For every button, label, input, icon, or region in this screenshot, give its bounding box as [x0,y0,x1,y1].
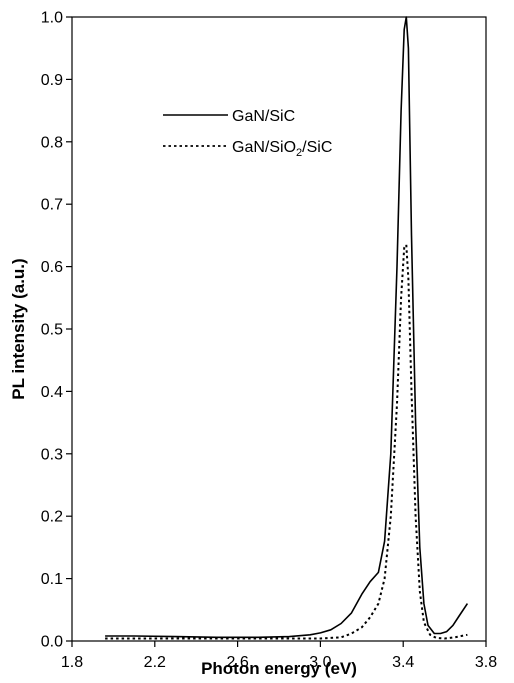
x-axis: 1.8 2.2 2.6 3.0 3.4 3.8 [61,641,497,671]
x-tick-label: 3.4 [392,654,414,671]
y-tick-label: 0.8 [41,134,63,151]
y-tick-label: 0.9 [41,72,63,89]
y-tick-label: 0.0 [41,634,63,651]
x-tick-label: 2.2 [144,654,166,671]
y-tick-label: 1.0 [41,10,63,27]
y-tick-label: 0.5 [41,322,63,339]
series-layer [105,16,469,640]
y-tick-label: 0.4 [41,384,63,401]
x-axis-title: Photon energy (eV) [201,659,357,678]
legend-label-part-prefix: GaN/SiO [232,139,296,156]
y-tick-label: 0.3 [41,446,63,463]
legend-label-part-subscript: 2 [296,147,302,159]
y-tick-label: 0.1 [41,571,63,588]
legend-label-gan-sic: GaN/SiC [232,108,295,125]
legend-label-part-suffix: /SiC [302,139,332,156]
y-axis: 0.0 0.1 0.2 0.3 0.4 0.5 0.6 0.7 0.8 0.9 1.0 [41,10,72,651]
y-tick-label: 0.6 [41,259,63,276]
y-tick-label: 0.7 [41,197,63,214]
y-axis-title: PL intensity (a.u.) [9,258,28,399]
x-tick-label: 2.6 [226,654,248,671]
legend-label-gan-sio2-sic: GaN/SiO2/SiC [232,139,332,159]
legend: GaN/SiC GaN/SiO2/SiC [163,108,332,159]
x-tick-label: 1.8 [61,654,83,671]
series-line-gan-sic [105,16,469,639]
y-tick-label: 0.2 [41,509,63,526]
x-tick-label: 3.8 [475,654,497,671]
x-tick-label: 3.0 [309,654,331,671]
